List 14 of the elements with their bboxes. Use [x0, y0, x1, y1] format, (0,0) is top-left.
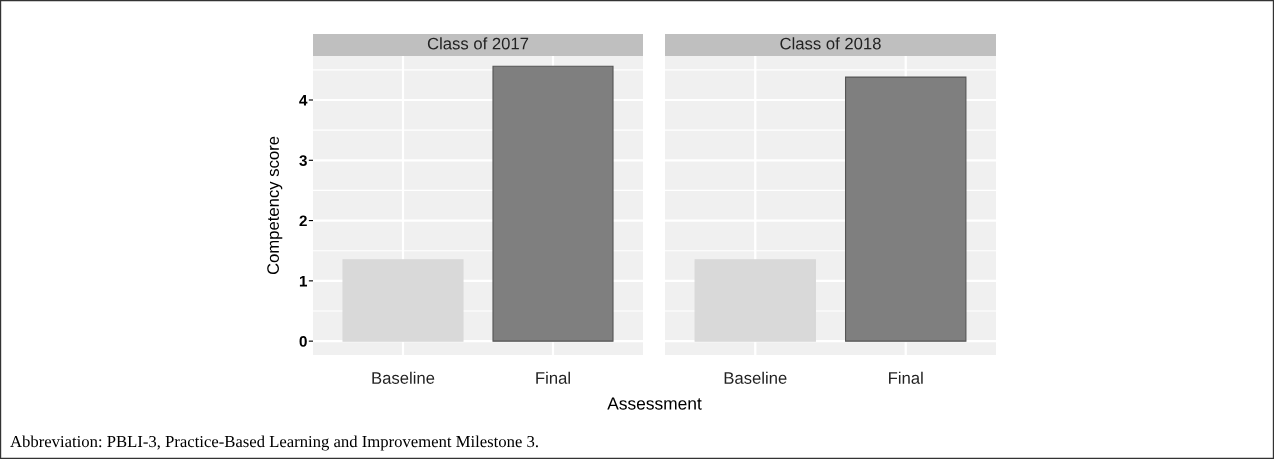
- x-axis-title: Assessment: [607, 397, 702, 410]
- y-axis-title: Competency score: [267, 136, 283, 275]
- text: Abbreviation: PBLI-3, Practice-Based Learning and Improvement Milestone 3.: [10, 435, 538, 451]
- x-tick-label: Final: [536, 371, 570, 384]
- y-tick-label: 2: [299, 215, 307, 227]
- y-tick-label: 0: [299, 336, 307, 347]
- x-tick-label: Baseline: [724, 371, 787, 384]
- y-tick-label: 3: [299, 155, 307, 166]
- x-tick-label: Final: [889, 371, 923, 384]
- y-tick-label: 4: [299, 95, 308, 106]
- chart-title: Class of 2018: [780, 37, 881, 50]
- y-tick-label: 1: [299, 275, 308, 287]
- chart-title: Class of 2017: [427, 37, 529, 50]
- x-tick-label: Baseline: [372, 371, 435, 384]
